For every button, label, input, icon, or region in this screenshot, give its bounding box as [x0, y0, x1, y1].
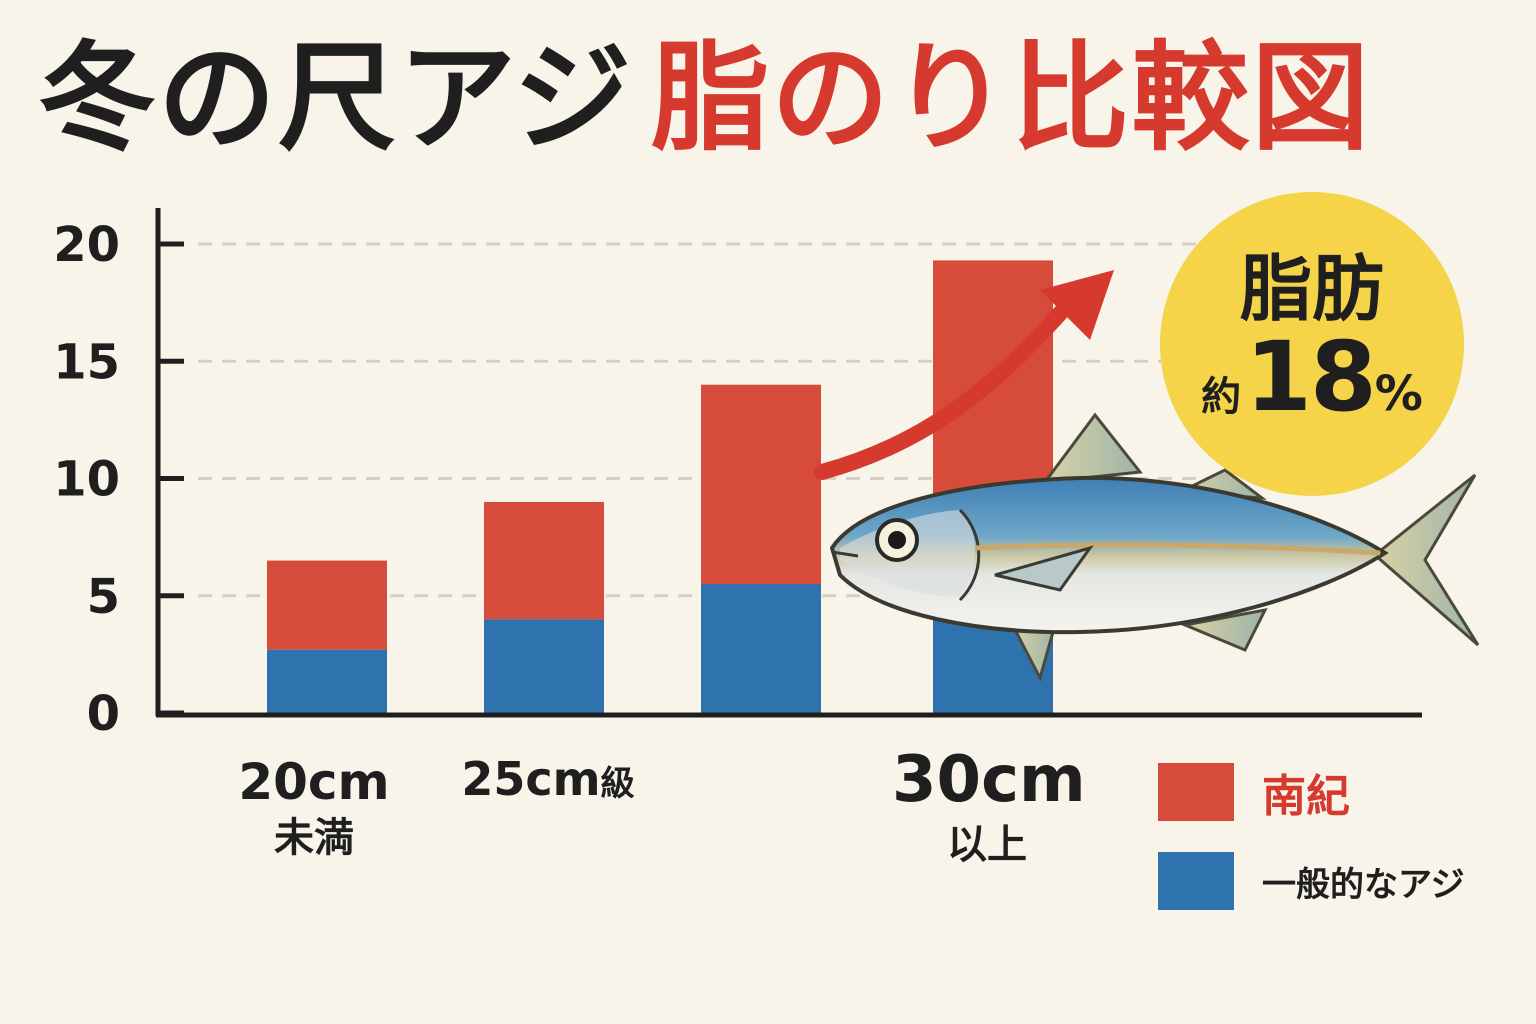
badge-unit: % [1374, 366, 1423, 422]
badge-prefix: 約 [1201, 374, 1242, 420]
y-tick-label: 10 [53, 452, 120, 508]
legend-swatch-general [1158, 852, 1234, 910]
legend: 南紀 一般的なアジ [1158, 760, 1465, 938]
pectoral-fin [994, 545, 1094, 592]
legend-swatch-nanki [1158, 763, 1234, 821]
legend-item-nanki: 南紀 [1158, 760, 1465, 824]
bar-segment [267, 560, 387, 650]
bar-segment [701, 384, 821, 585]
trend-arrow [814, 270, 1114, 480]
x-label-20cm-main: 20cm [238, 753, 390, 811]
dorsal-fin [1041, 412, 1143, 484]
trend-arrow-head [1040, 270, 1114, 340]
badge-title: 脂肪 [1239, 247, 1384, 331]
fish-illustration [829, 412, 1480, 683]
bars [267, 260, 1053, 713]
fish-body [829, 475, 1389, 635]
x-label-25cm-main: 25cm [461, 752, 601, 806]
x-label-20cm-sub: 未満 [274, 815, 354, 861]
legend-label-general: 一般的なアジ [1262, 864, 1465, 905]
y-tick-label: 15 [53, 334, 120, 390]
legend-item-general: 一般的なアジ [1158, 852, 1465, 910]
anal-fin [1179, 607, 1268, 652]
bar-segment [701, 584, 821, 713]
fish-pupil [888, 531, 906, 549]
x-label-30cm-main: 30cm [892, 743, 1086, 817]
lateral-line [974, 542, 1381, 556]
title-part-1: 冬の尺アジ [38, 29, 634, 167]
y-ticks: 0 5 10 15 20 [53, 217, 184, 742]
trend-arrow-shaft [814, 292, 1080, 480]
legend-label-nanki: 南紀 [1262, 771, 1350, 822]
badge-value: 18 [1245, 321, 1377, 433]
fat-badge: 脂肪 約 18% [1160, 192, 1464, 496]
fish-mouth [831, 550, 859, 558]
x-label-25cm: 25cm級 [448, 752, 648, 807]
title-part-2: 脂のり比較図 [651, 29, 1372, 167]
x-label-30cm: 30cm 以上 [892, 742, 1086, 871]
bar-segment [484, 501, 604, 620]
bar-segment [484, 619, 604, 713]
gill-line [958, 508, 981, 602]
x-label-30cm-sub: 以上 [947, 821, 1027, 868]
x-label-20cm: 20cm 未満 [234, 752, 394, 864]
y-tick-label: 5 [87, 569, 120, 625]
chart-title: 冬の尺アジ 脂のり比較図 [38, 28, 1371, 170]
tail-fin [1372, 473, 1480, 647]
axes [155, 208, 1422, 718]
y-tick-label: 0 [87, 686, 120, 742]
bar-segment [267, 649, 387, 713]
y-tick-label: 20 [53, 217, 120, 273]
x-label-25cm-sub: 級 [600, 764, 635, 804]
